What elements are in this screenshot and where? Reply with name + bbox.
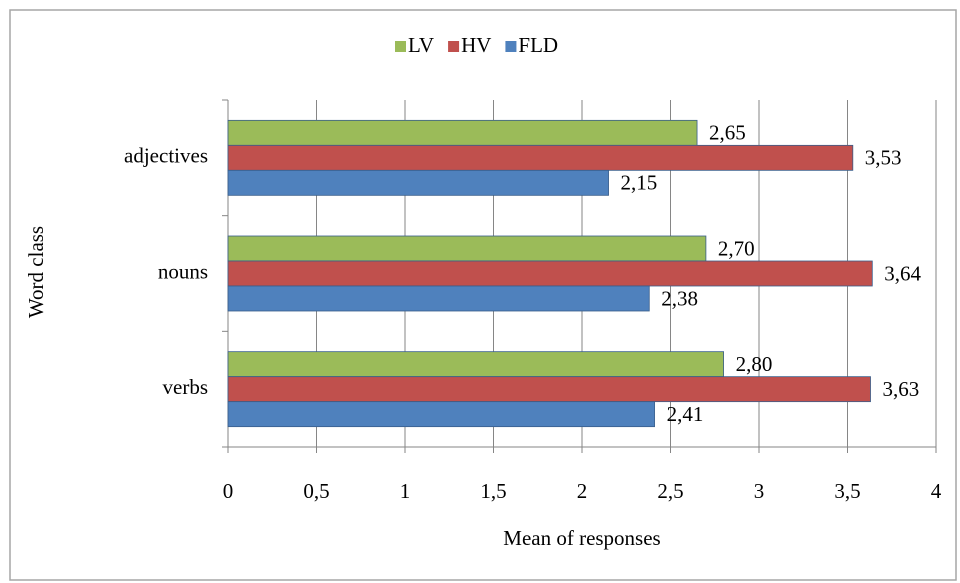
x-tick-label: 0 bbox=[223, 479, 234, 503]
legend-swatch bbox=[505, 41, 517, 52]
x-tick-label: 2,5 bbox=[657, 479, 683, 503]
x-tick-label: 3,5 bbox=[834, 479, 860, 503]
x-tick-label: 0,5 bbox=[303, 479, 329, 503]
x-tick-label: 4 bbox=[931, 479, 942, 503]
y-tick-label: nouns bbox=[158, 259, 208, 283]
y-axis-title: Word class bbox=[24, 226, 48, 318]
legend-label: LV bbox=[408, 33, 434, 57]
value-label: 2,65 bbox=[709, 121, 746, 145]
y-tick-label: verbs bbox=[163, 375, 209, 399]
legend-swatch bbox=[395, 41, 406, 52]
x-tick-label: 3 bbox=[754, 479, 765, 503]
x-tick-label: 2 bbox=[577, 479, 588, 503]
bar bbox=[227, 119, 698, 146]
legend-label: HV bbox=[461, 33, 491, 57]
value-label: 3,53 bbox=[865, 146, 902, 170]
bar bbox=[227, 285, 650, 312]
value-label: 2,38 bbox=[661, 286, 698, 310]
bar bbox=[227, 235, 707, 262]
legend-label: FLD bbox=[518, 33, 558, 57]
value-label: 3,64 bbox=[884, 261, 921, 285]
value-label: 3,63 bbox=[883, 377, 920, 401]
bar bbox=[227, 260, 873, 287]
y-tick-label: adjectives bbox=[124, 144, 208, 168]
bar bbox=[227, 376, 871, 403]
bar bbox=[227, 144, 854, 171]
value-label: 2,70 bbox=[718, 236, 755, 260]
bar bbox=[227, 169, 609, 196]
bar bbox=[227, 351, 725, 378]
x-tick-label: 1,5 bbox=[480, 479, 506, 503]
value-label: 2,41 bbox=[667, 402, 704, 426]
legend-swatch bbox=[448, 41, 460, 52]
value-label: 2,15 bbox=[621, 171, 658, 195]
bar bbox=[227, 401, 655, 428]
x-tick-label: 1 bbox=[400, 479, 411, 503]
value-label: 2,80 bbox=[736, 352, 773, 376]
x-axis-title: Mean of responses bbox=[503, 526, 660, 550]
